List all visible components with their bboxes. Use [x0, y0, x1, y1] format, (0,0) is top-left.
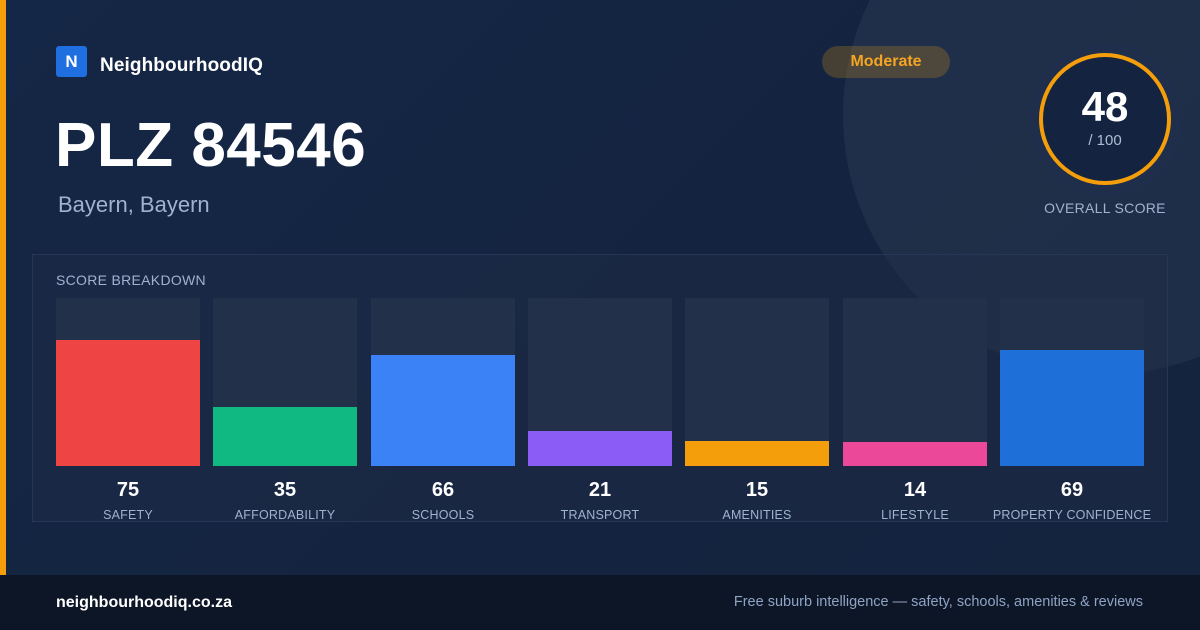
accent-strip	[0, 0, 6, 575]
overall-score-max: / 100	[1088, 132, 1122, 149]
overall-score-label: OVERALL SCORE	[1044, 200, 1166, 216]
score-breakdown-panel	[32, 254, 1168, 522]
breakdown-title: SCORE BREAKDOWN	[56, 272, 206, 288]
page-title: PLZ 84546	[55, 111, 367, 180]
overall-score-value: 48	[1081, 83, 1129, 130]
rating-badge: Moderate	[822, 46, 950, 78]
brand-name: NeighbourhoodIQ	[100, 54, 263, 76]
brand: N NeighbourhoodIQ	[56, 46, 263, 77]
brand-logo-icon: N	[56, 46, 87, 77]
page-subtitle: Bayern, Bayern	[58, 192, 210, 217]
footer-tagline: Free suburb intelligence — safety, schoo…	[733, 594, 1143, 610]
gauge-ring	[1039, 53, 1171, 185]
footer: neighbourhoodiq.co.za Free suburb intell…	[0, 575, 1200, 630]
overall-score-gauge: 48 / 100	[1028, 42, 1182, 196]
footer-site-link[interactable]: neighbourhoodiq.co.za	[56, 594, 232, 611]
